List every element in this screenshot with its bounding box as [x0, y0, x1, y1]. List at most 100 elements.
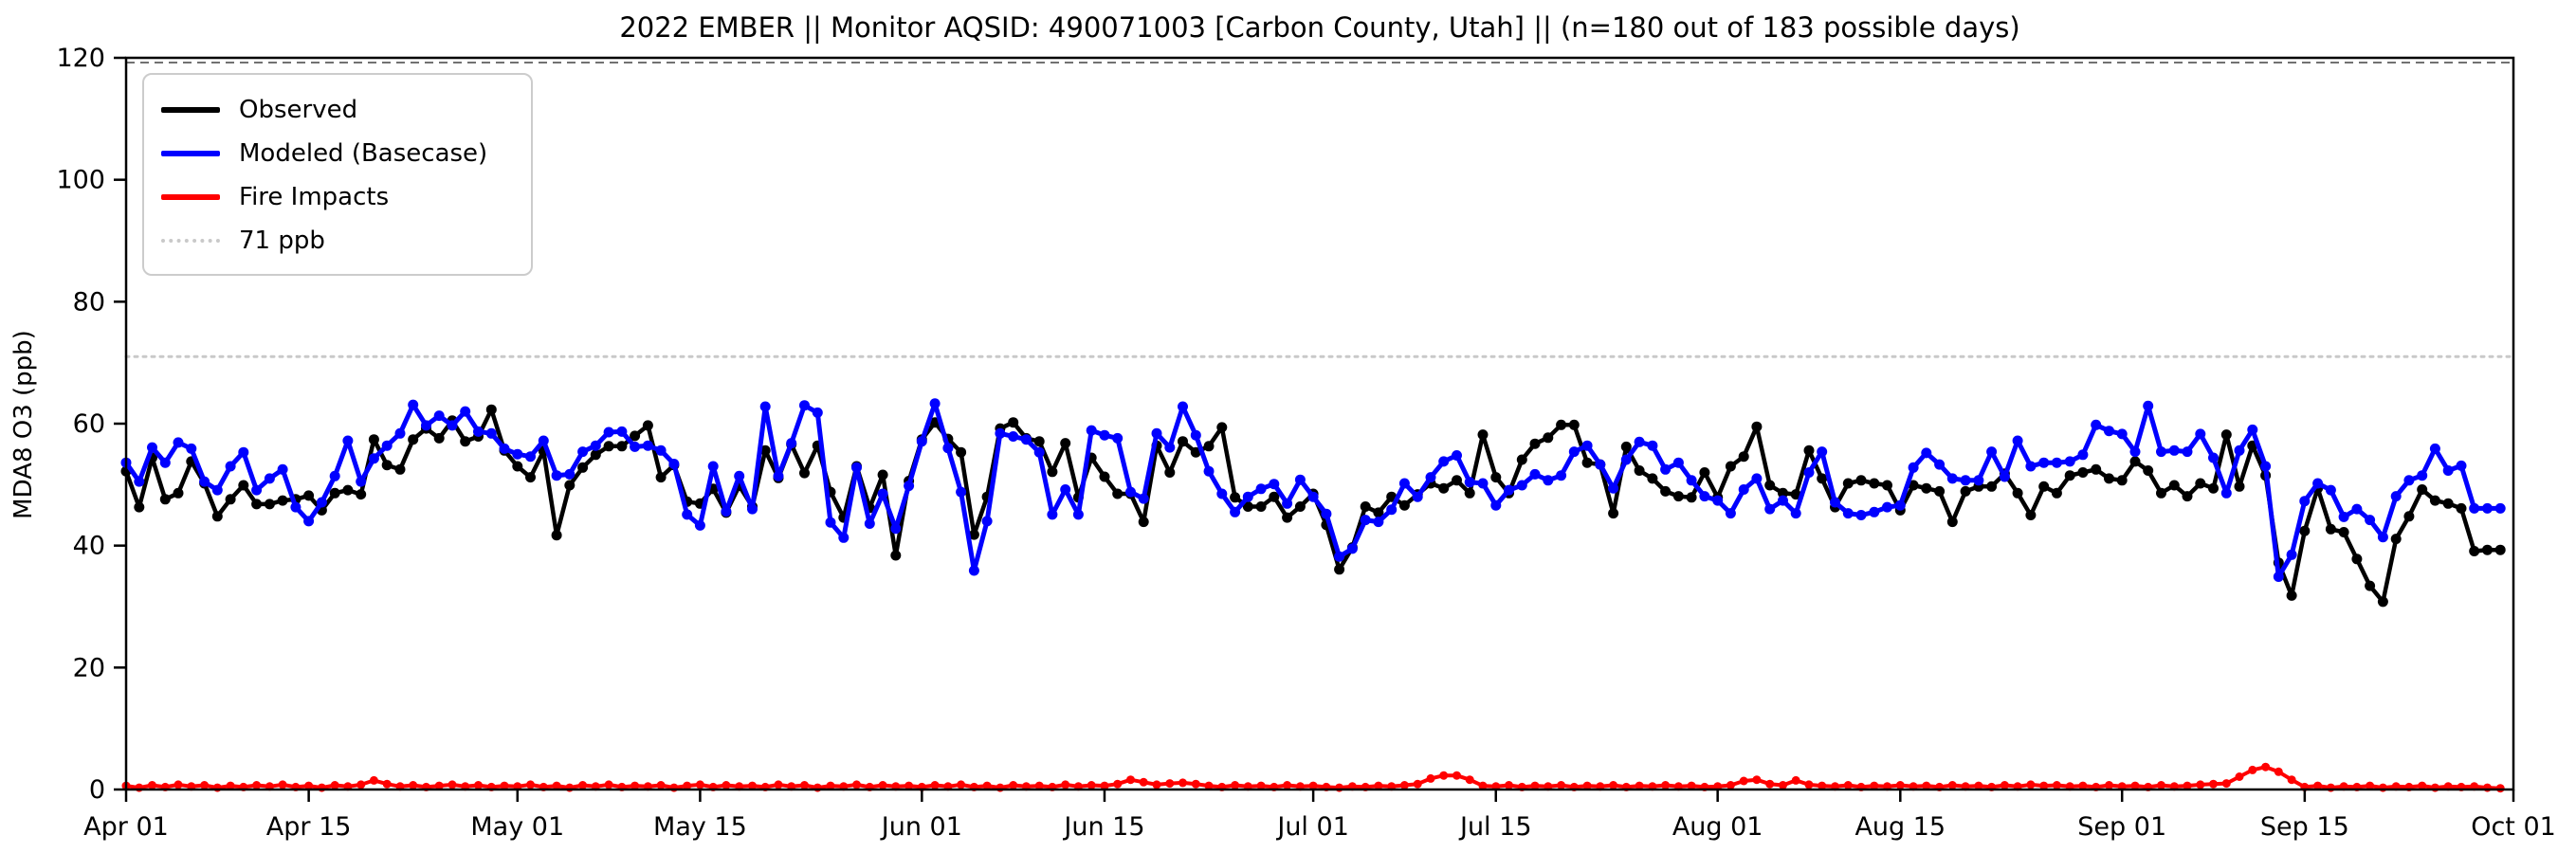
data-point	[616, 441, 628, 452]
data-point	[1438, 456, 1450, 467]
data-point	[1321, 508, 1332, 519]
data-point	[356, 489, 367, 500]
data-point	[1568, 446, 1580, 458]
data-point	[1231, 781, 1240, 789]
dotted-threshold-swatch-icon	[161, 239, 220, 243]
data-point	[2220, 429, 2232, 441]
data-point	[1060, 438, 1071, 449]
data-point	[1516, 454, 1527, 465]
data-point	[2105, 781, 2113, 789]
data-point	[800, 781, 809, 789]
data-point	[433, 410, 445, 422]
data-point	[1791, 775, 1800, 785]
y-tick-label: 60	[73, 409, 105, 439]
data-point	[1973, 475, 1984, 486]
data-point	[1060, 484, 1071, 495]
data-point	[1582, 781, 1592, 790]
data-point	[2338, 527, 2349, 537]
data-point	[278, 780, 287, 789]
x-tick-label: Aug 01	[1672, 812, 1763, 842]
data-point	[538, 435, 549, 446]
data-point	[159, 457, 171, 468]
data-point	[1634, 465, 1645, 476]
data-point	[1100, 781, 1109, 790]
data-point	[1072, 509, 1084, 520]
data-point	[2195, 428, 2206, 440]
data-point	[2429, 443, 2440, 454]
data-point	[159, 494, 171, 505]
data-point	[1190, 446, 1201, 458]
data-point	[1869, 478, 1880, 489]
data-point	[1438, 482, 1450, 494]
data-point	[1203, 441, 1215, 452]
x-tick-label: Jul 15	[1458, 812, 1532, 842]
data-point	[1764, 480, 1776, 491]
data-point	[2116, 475, 2128, 486]
data-point	[2234, 481, 2245, 492]
data-point	[616, 426, 628, 437]
data-point	[1113, 779, 1123, 789]
data-point	[1803, 445, 1815, 456]
data-point	[2078, 781, 2088, 790]
data-point	[759, 401, 771, 412]
x-tick-label: Jul 01	[1275, 812, 1349, 842]
data-point	[173, 487, 184, 499]
data-point	[2377, 532, 2388, 543]
data-point	[1061, 780, 1070, 789]
x-tick-label: May 15	[653, 812, 747, 842]
data-point	[2469, 502, 2480, 514]
y-tick-label: 80	[73, 287, 105, 317]
data-point	[1386, 504, 1398, 516]
data-point	[1751, 421, 1763, 432]
data-point	[1269, 491, 1280, 502]
data-point	[2390, 491, 2402, 502]
data-point	[1647, 473, 1658, 484]
data-point	[2247, 424, 2258, 435]
data-point	[303, 516, 315, 527]
data-point	[200, 781, 210, 789]
data-point	[1660, 485, 1672, 497]
data-point	[748, 781, 757, 790]
data-point	[929, 398, 941, 409]
data-point	[1855, 475, 1867, 486]
data-point	[1946, 473, 1958, 484]
data-point	[877, 469, 888, 481]
data-point	[409, 781, 418, 789]
data-point	[1087, 781, 1096, 789]
data-point	[864, 518, 875, 529]
data-point	[2157, 781, 2165, 789]
data-point	[694, 519, 705, 531]
data-point	[1557, 781, 1566, 789]
data-point	[2429, 495, 2440, 506]
data-point	[930, 781, 940, 789]
data-point	[1922, 781, 1931, 790]
data-point	[2494, 502, 2506, 514]
data-point	[786, 438, 797, 449]
data-point	[277, 495, 288, 506]
data-point	[656, 781, 666, 789]
data-point	[2248, 765, 2257, 774]
data-point	[2025, 510, 2037, 520]
legend-item-threshold: 71 ppb	[161, 219, 514, 263]
data-point	[2338, 511, 2349, 522]
data-point	[1426, 773, 1435, 783]
x-tick-label: Jun 01	[880, 812, 962, 842]
modeled-line-swatch-icon	[161, 151, 220, 156]
legend-label: Fire Impacts	[239, 183, 390, 211]
data-point	[1374, 781, 1383, 790]
data-point	[799, 467, 810, 479]
data-point	[1568, 419, 1580, 430]
data-point	[1360, 515, 1371, 526]
data-point	[1778, 487, 1788, 499]
data-point	[1413, 779, 1422, 789]
data-point	[211, 511, 223, 522]
data-point	[1412, 491, 1423, 502]
data-point	[2209, 779, 2218, 789]
data-point	[1283, 781, 1292, 789]
data-point	[1112, 488, 1124, 499]
data-point	[2365, 515, 2376, 526]
x-tick-label: Apr 01	[83, 812, 169, 842]
data-point	[916, 436, 927, 447]
data-point	[2039, 781, 2049, 790]
